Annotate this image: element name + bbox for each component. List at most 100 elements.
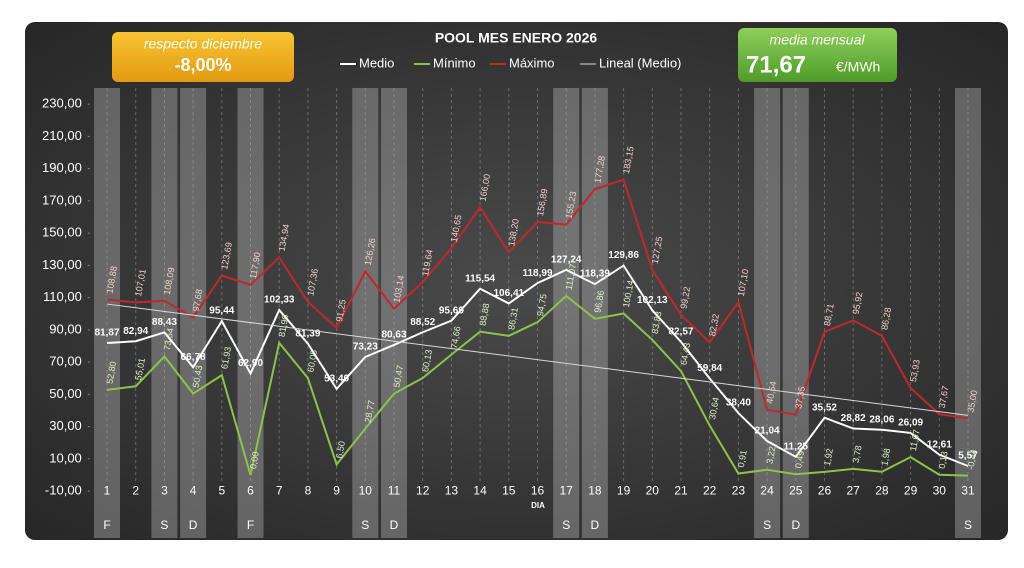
data-label: 134,94	[277, 223, 292, 252]
data-label: 28,06	[869, 414, 894, 425]
legend-label: Lineal (Medio)	[599, 55, 681, 70]
data-label: 66,78	[181, 352, 206, 363]
y-tick-label: 70,00	[49, 354, 82, 369]
data-label: 26,09	[898, 418, 923, 429]
chart-title: POOL MES ENERO 2026	[435, 30, 598, 46]
panel	[25, 22, 1008, 540]
data-label: 108,88	[104, 265, 119, 294]
data-label: 123,69	[219, 241, 234, 270]
data-label: 102,13	[637, 295, 668, 306]
data-label: -0,44	[965, 449, 978, 471]
x-tick-label: 8	[305, 483, 312, 497]
y-tick-label: 190,00	[42, 160, 82, 175]
data-label: 64,43	[678, 342, 692, 366]
data-label: 81,87	[95, 328, 120, 339]
series-line	[106, 294, 969, 477]
y-tick-label: 130,00	[42, 257, 82, 272]
data-label: 62,90	[238, 358, 263, 369]
data-label: 117,90	[248, 251, 263, 279]
data-label: 0,91	[736, 449, 749, 468]
mean-box	[738, 28, 897, 82]
x-tick-label: 20	[646, 483, 660, 497]
data-label: 12,61	[927, 439, 952, 450]
legend-label: Medio	[359, 55, 394, 70]
data-label: 35,52	[812, 402, 837, 413]
data-label: 81,39	[295, 328, 320, 339]
data-label: 86,28	[879, 307, 893, 331]
data-label: 1,98	[879, 448, 892, 467]
data-label: 50,43	[191, 364, 205, 388]
x-tick-label: 15	[502, 483, 516, 497]
box-value: -8,00%	[174, 55, 231, 75]
data-label: 111,07	[564, 263, 578, 291]
data-label: 129,86	[608, 250, 639, 261]
data-label: 82,57	[668, 326, 693, 337]
data-label: 3,22	[765, 446, 778, 465]
x-tick-label: 19	[617, 483, 631, 497]
y-tick-label: -10,00	[45, 483, 82, 498]
y-tick-label: 170,00	[42, 192, 82, 207]
series-line	[106, 303, 969, 416]
data-label: 28,77	[363, 399, 377, 423]
day-type-label: D	[791, 518, 800, 532]
day-shade	[352, 88, 379, 538]
data-label: 108,09	[162, 267, 177, 296]
data-label: 11,07	[908, 429, 922, 452]
data-label: 88,43	[152, 317, 177, 328]
data-label: 55,01	[133, 357, 147, 381]
day-shade	[754, 88, 781, 538]
x-tick-label: 25	[789, 483, 803, 497]
data-label: 118,99	[522, 268, 552, 279]
x-tick-label: 24	[760, 483, 774, 497]
x-tick-label: 30	[933, 483, 947, 497]
day-type-label: S	[361, 518, 369, 532]
data-label: 94,75	[535, 293, 549, 317]
x-tick-label: 7	[276, 483, 283, 497]
series-line	[106, 178, 969, 420]
data-label: 0,49	[793, 450, 806, 469]
data-label: 177,28	[592, 155, 607, 184]
day-shade	[381, 88, 408, 538]
data-label: 30,64	[707, 396, 721, 420]
data-label: 60,05	[305, 349, 319, 373]
x-axis-label: DIA	[531, 501, 545, 510]
data-label: 96,86	[592, 290, 606, 314]
data-label: 118,39	[580, 269, 610, 280]
x-tick-label: 1	[104, 483, 111, 497]
data-label: 97,68	[191, 288, 205, 312]
y-tick-label: 10,00	[49, 450, 82, 465]
data-label: 140,65	[449, 214, 464, 243]
data-label: 11,25	[784, 441, 809, 452]
x-tick-label: 11	[388, 483, 401, 497]
series-line	[106, 264, 969, 467]
data-label: 100,14	[621, 279, 636, 308]
data-label: 166,00	[478, 173, 493, 202]
y-tick-label: 230,00	[42, 96, 82, 111]
x-tick-label: 4	[190, 483, 197, 497]
data-label: 107,01	[133, 268, 148, 297]
day-shade	[553, 88, 580, 538]
data-label: 82,94	[123, 326, 148, 337]
y-tick-label: 210,00	[42, 128, 82, 143]
data-label: 91,25	[334, 299, 348, 323]
data-label: 53,93	[908, 359, 922, 383]
data-label: 88,88	[478, 303, 492, 327]
x-tick-label: 21	[674, 483, 688, 497]
data-label: 88,52	[410, 317, 435, 328]
day-type-label: F	[247, 518, 254, 532]
data-label: 28,82	[841, 413, 866, 424]
data-label: 155,23	[564, 191, 579, 220]
data-label: 81,90	[277, 314, 291, 338]
data-label: 21,04	[755, 426, 780, 437]
day-type-label: F	[103, 518, 110, 532]
day-type-label: S	[160, 518, 168, 532]
data-label: 115,54	[465, 273, 495, 284]
data-label: 95,44	[209, 306, 234, 317]
data-label: 127,24	[551, 254, 582, 265]
data-label: 40,54	[765, 380, 779, 404]
day-type-label: S	[964, 518, 972, 532]
x-tick-label: 17	[560, 483, 574, 497]
x-tick-label: 22	[703, 483, 717, 497]
data-label: 61,93	[219, 346, 233, 370]
